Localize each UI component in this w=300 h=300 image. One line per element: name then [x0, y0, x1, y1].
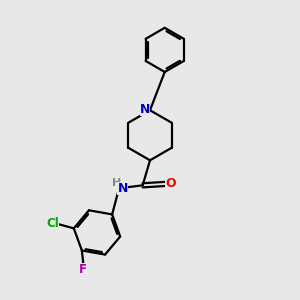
Text: F: F — [79, 262, 87, 275]
Text: O: O — [165, 177, 176, 190]
Text: N: N — [117, 182, 128, 195]
Text: Cl: Cl — [46, 217, 59, 230]
Text: N: N — [140, 103, 150, 116]
Text: H: H — [112, 178, 121, 188]
